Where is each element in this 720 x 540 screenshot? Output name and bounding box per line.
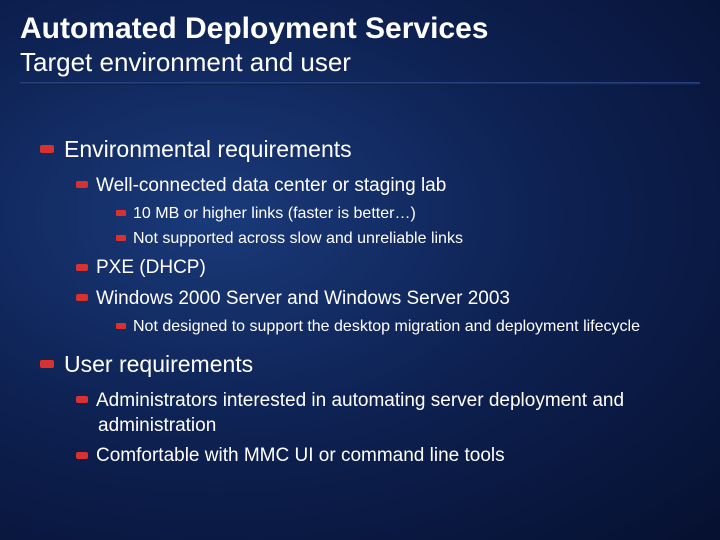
bullet-icon bbox=[40, 360, 54, 368]
item-text: Not supported across slow and unreliable… bbox=[133, 230, 463, 247]
bullet-icon bbox=[116, 235, 126, 241]
list-item: Comfortable with MMC UI or command line … bbox=[76, 444, 700, 469]
bullet-icon bbox=[76, 264, 88, 271]
bullet-icon bbox=[116, 323, 126, 329]
list-item: Windows 2000 Server and Windows Server 2… bbox=[76, 287, 700, 312]
item-text: 10 MB or higher links (faster is better…… bbox=[133, 205, 416, 222]
slide-title: Automated Deployment Services bbox=[20, 12, 700, 45]
list-item: Administrators interested in automating … bbox=[76, 389, 700, 438]
heading-text: User requirements bbox=[64, 351, 253, 377]
item-text: Windows 2000 Server and Windows Server 2… bbox=[96, 288, 510, 309]
list-item: PXE (DHCP) bbox=[76, 256, 700, 281]
list-item: Not supported across slow and unreliable… bbox=[116, 229, 700, 250]
heading-text: Environmental requirements bbox=[64, 136, 352, 162]
item-text: Comfortable with MMC UI or command line … bbox=[96, 445, 505, 466]
item-text: PXE (DHCP) bbox=[96, 257, 206, 278]
list-item: Not designed to support the desktop migr… bbox=[116, 317, 700, 338]
bullet-icon bbox=[40, 145, 54, 153]
section-env-heading: Environmental requirements bbox=[40, 135, 700, 164]
bullet-icon bbox=[76, 396, 88, 403]
title-divider bbox=[20, 82, 700, 85]
list-item: Well-connected data center or staging la… bbox=[76, 174, 700, 199]
item-text: Not designed to support the desktop migr… bbox=[133, 318, 640, 335]
section-user-heading: User requirements bbox=[40, 350, 700, 379]
item-text: Well-connected data center or staging la… bbox=[96, 175, 446, 196]
slide-content: Environmental requirements Well-connecte… bbox=[20, 135, 700, 469]
bullet-icon bbox=[76, 181, 88, 188]
item-text: Administrators interested in automating … bbox=[96, 390, 624, 436]
list-item: 10 MB or higher links (faster is better…… bbox=[116, 204, 700, 225]
bullet-icon bbox=[116, 210, 126, 216]
bullet-icon bbox=[76, 294, 88, 301]
slide-subtitle: Target environment and user bbox=[20, 47, 700, 78]
bullet-icon bbox=[76, 452, 88, 459]
